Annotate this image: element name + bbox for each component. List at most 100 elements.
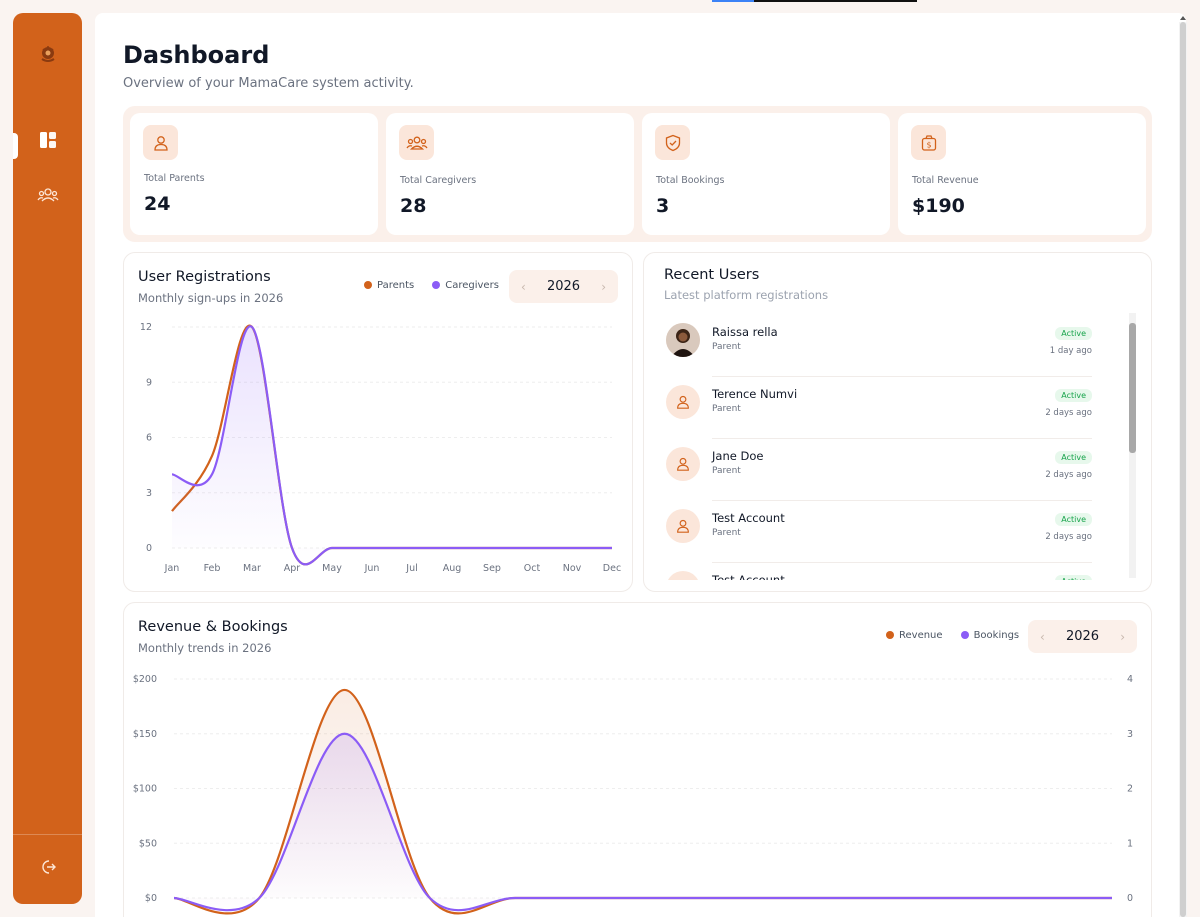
x-tick-label: Dec <box>603 563 621 574</box>
divider <box>712 376 1092 377</box>
y-tick-label-right: 0 <box>1127 893 1133 904</box>
y-tick-label-right: 1 <box>1127 838 1133 849</box>
top-progress-indicator <box>712 0 917 2</box>
year-label: 2026 <box>1065 629 1100 644</box>
y-tick-label: 6 <box>146 433 152 444</box>
user-time: 2 days ago <box>1045 470 1092 480</box>
x-tick-label: Jun <box>364 563 380 574</box>
y-tick-label-left: $150 <box>133 729 157 740</box>
registrations-chart: 0 3 6 9 12 Jan Feb Mar Apr May Jun Jul Aug Sep Oct Nov D… <box>140 322 621 574</box>
card-title: Revenue & Bookings <box>138 619 288 635</box>
year-label: 2026 <box>546 279 581 294</box>
user-time: 2 days ago <box>1045 532 1092 542</box>
active-nav-marker <box>13 133 18 159</box>
y-tick-label-left: $200 <box>133 674 157 685</box>
y-tick-label: 12 <box>140 322 152 333</box>
divider <box>712 500 1092 501</box>
user-name: Raissa rella <box>712 325 778 339</box>
user-registrations-card: User Registrations Monthly sign-ups in 2… <box>123 252 633 592</box>
x-tick-label: Oct <box>524 563 541 574</box>
revenue-chart: $0 $50 $100 $150 $200 0 1 2 3 4 <box>133 674 1133 915</box>
stat-value: 3 <box>656 195 670 217</box>
page-subtitle: Overview of your MamaCare system activit… <box>123 76 414 91</box>
x-tick-label: Feb <box>204 563 221 574</box>
chart-legend: Revenue Bookings <box>886 630 1019 641</box>
user-name: Terence Numvi <box>712 387 798 401</box>
year-picker: ‹ 2026 › <box>1028 620 1137 653</box>
user-role: Parent <box>712 342 741 352</box>
legend-item-bookings: Bookings <box>960 630 1019 641</box>
next-year-button[interactable]: › <box>601 279 606 294</box>
legend-dot <box>432 281 441 289</box>
shield-check-icon <box>655 125 690 160</box>
sidebar-item-users[interactable] <box>13 180 82 214</box>
user-icon <box>666 571 700 580</box>
logout-button[interactable] <box>13 852 82 886</box>
stat-label: Total Caregivers <box>400 175 477 186</box>
divider <box>712 562 1092 563</box>
stat-card-caregivers: Total Caregivers 28 <box>386 113 634 235</box>
user-name: Jane Doe <box>712 449 764 463</box>
scroll-up-arrow[interactable] <box>1180 16 1186 20</box>
stats-row: Total Parents 24 Total Caregivers 28 <box>123 106 1152 242</box>
x-tick-label: Sep <box>483 563 501 574</box>
sidebar-item-dashboard[interactable] <box>13 125 82 159</box>
mamacare-logo[interactable] <box>37 43 59 65</box>
y-tick-label-left: $0 <box>145 893 157 904</box>
user-icon <box>666 509 700 543</box>
stat-card-parents: Total Parents 24 <box>130 113 378 235</box>
sidebar <box>13 13 82 904</box>
y-tick-label-left: $100 <box>133 784 157 795</box>
list-scrollbar-thumb[interactable] <box>1129 323 1136 453</box>
user-icon <box>666 447 700 481</box>
divider <box>712 438 1092 439</box>
stat-label: Total Revenue <box>912 175 979 186</box>
prev-year-button[interactable]: ‹ <box>1040 629 1045 644</box>
card-subtitle: Monthly trends in 2026 <box>138 641 272 655</box>
status-badge: Active <box>1055 389 1092 402</box>
list-item[interactable]: Test Account Parent Active 2 days ago <box>644 501 1104 563</box>
user-time: 1 day ago <box>1049 346 1092 356</box>
x-tick-label: May <box>322 563 342 574</box>
stat-card-revenue: $ Total Revenue $190 <box>898 113 1146 235</box>
user-name: Test Account <box>712 511 785 525</box>
legend-dot <box>886 631 894 639</box>
recent-users-card: Recent Users Latest platform registratio… <box>643 252 1152 592</box>
next-year-button[interactable]: › <box>1120 629 1125 644</box>
money-bag-icon: $ <box>911 125 946 160</box>
sidebar-divider <box>13 834 82 835</box>
y-tick-label-right: 2 <box>1127 784 1133 795</box>
legend-item-parents: Parents <box>364 280 414 291</box>
stat-label: Total Bookings <box>656 175 725 186</box>
x-tick-label: Jul <box>405 563 417 574</box>
page-title: Dashboard <box>123 41 270 69</box>
user-time: 2 days ago <box>1045 408 1092 418</box>
list-item[interactable]: Raissa rella Parent Active 1 day ago <box>644 315 1104 377</box>
prev-year-button[interactable]: ‹ <box>521 279 526 294</box>
legend-item-revenue: Revenue <box>886 630 943 641</box>
x-tick-label: Apr <box>284 563 301 574</box>
x-tick-label: Mar <box>243 563 261 574</box>
y-tick-label: 0 <box>146 543 152 554</box>
legend-dot <box>960 631 969 639</box>
stat-value: 24 <box>144 193 171 215</box>
list-item[interactable]: Jane Doe Parent Active 2 days ago <box>644 439 1104 501</box>
status-badge: Active <box>1055 327 1092 340</box>
stat-value: 28 <box>400 195 427 217</box>
list-scrollbar[interactable] <box>1129 313 1136 578</box>
revenue-bookings-card: Revenue & Bookings Monthly trends in 202… <box>123 602 1152 917</box>
page-scrollbar[interactable] <box>1179 22 1187 917</box>
x-tick-label: Nov <box>563 563 582 574</box>
page-scrollbar-thumb[interactable] <box>1180 22 1186 917</box>
card-subtitle: Monthly sign-ups in 2026 <box>138 291 284 305</box>
x-tick-label: Aug <box>443 563 462 574</box>
y-tick-label-right: 3 <box>1127 729 1133 740</box>
status-badge: Active <box>1055 451 1092 464</box>
user-role: Parent <box>712 528 741 538</box>
list-item[interactable]: Terence Numvi Parent Active 2 days ago <box>644 377 1104 439</box>
y-tick-label-left: $50 <box>139 838 157 849</box>
user-name: Test Account <box>712 573 785 580</box>
series-line-bookings <box>173 732 1112 912</box>
recent-users-list: Raissa rella Parent Active 1 day ago Terence… <box>644 315 1129 580</box>
